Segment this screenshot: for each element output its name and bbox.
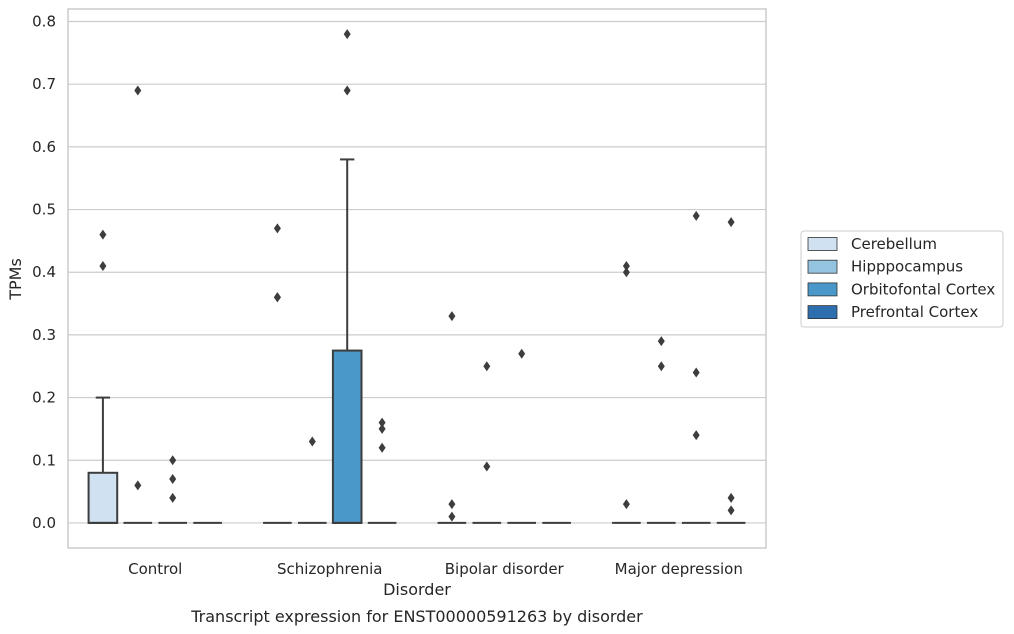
box-plot-marks	[87, 158, 746, 524]
legend-swatch	[807, 259, 838, 274]
outlier-point	[483, 461, 491, 472]
x-tick-label: Bipolar disorder	[445, 560, 565, 578]
legend-label: Cerebellum	[851, 235, 937, 253]
outlier-point	[483, 361, 491, 372]
legend-label: Orbitofontal Cortex	[851, 280, 995, 298]
box	[331, 349, 363, 524]
outlier-point	[692, 210, 700, 221]
legend-swatch	[807, 282, 838, 297]
outlier-point	[692, 367, 700, 378]
outlier-point	[99, 260, 107, 271]
y-axis-label: TPMs	[6, 258, 25, 301]
legend-frame	[800, 230, 1004, 328]
y-tick-label: 0.4	[32, 263, 56, 281]
legend-swatch	[807, 305, 838, 320]
outlier-point	[448, 311, 456, 322]
legend-label: Prefrontal Cortex	[851, 303, 978, 321]
outlier-point	[273, 223, 281, 234]
outlier-point	[378, 417, 386, 428]
outlier-point	[169, 492, 177, 503]
outlier-point	[99, 229, 107, 240]
y-tick-label: 0.1	[32, 451, 56, 469]
outlier-point	[518, 348, 526, 359]
outlier-point	[378, 423, 386, 434]
x-axis-ticks: Control Schizophrenia Bipolar disorder Majo…	[128, 560, 743, 578]
outlier-point	[622, 499, 630, 510]
outlier-points	[99, 29, 735, 522]
y-tick-label: 0.8	[32, 13, 56, 31]
x-tick-label: Control	[128, 560, 182, 578]
outlier-point	[343, 29, 351, 40]
x-axis-label: Disorder	[383, 580, 451, 599]
outlier-point	[657, 361, 665, 372]
x-tick-label: Schizophrenia	[277, 560, 382, 578]
legend-label: Hipppocampus	[851, 258, 963, 276]
legend: Cerebellum Hipppocampus Orbitofontal Corte…	[800, 230, 1004, 328]
outlier-point	[448, 511, 456, 522]
outlier-point	[169, 455, 177, 466]
outlier-point	[727, 492, 735, 503]
y-tick-label: 0.7	[32, 75, 56, 93]
outlier-point	[727, 217, 735, 228]
outlier-point	[657, 336, 665, 347]
y-tick-label: 0.2	[32, 389, 56, 407]
outlier-point	[134, 480, 142, 491]
legend-swatch	[807, 237, 838, 251]
gridlines	[68, 20, 766, 524]
y-axis-ticks: 0.0 0.1 0.2 0.3 0.4 0.5 0.6 0.7 0.8	[32, 13, 56, 532]
x-tick-label: Major depression	[615, 560, 743, 578]
outlier-point	[448, 499, 456, 510]
chart-caption: Transcript expression for ENST0000059126…	[190, 607, 643, 626]
outlier-point	[622, 260, 630, 271]
y-tick-label: 0.6	[32, 138, 56, 156]
outlier-point	[727, 505, 735, 516]
outlier-point	[308, 436, 316, 447]
outlier-point	[273, 292, 281, 303]
outlier-point	[343, 85, 351, 96]
y-tick-label: 0.0	[32, 514, 56, 532]
box-group	[87, 396, 119, 524]
box	[87, 471, 119, 524]
outlier-point	[622, 267, 630, 278]
y-tick-label: 0.3	[32, 326, 56, 344]
plot-frame	[67, 8, 767, 549]
outlier-point	[134, 85, 142, 96]
y-tick-label: 0.5	[32, 201, 56, 219]
box-group	[331, 158, 363, 524]
outlier-point	[378, 442, 386, 453]
outlier-point	[692, 430, 700, 441]
outlier-point	[169, 474, 177, 485]
